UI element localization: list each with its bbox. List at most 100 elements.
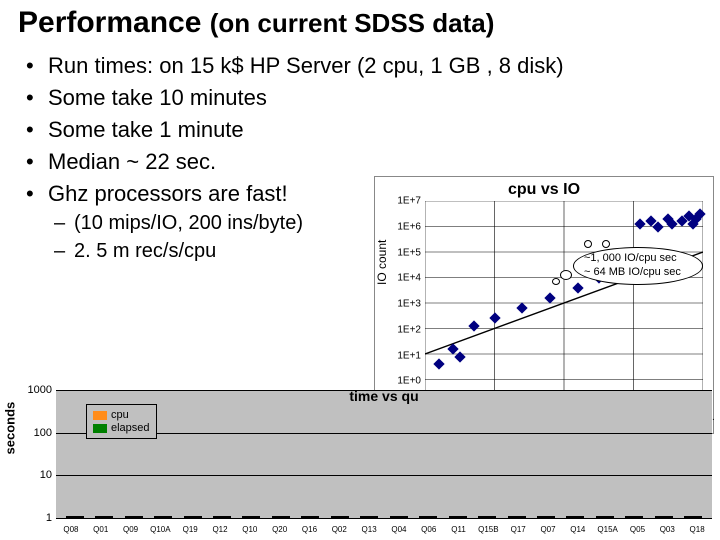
- bar-cpu: [360, 516, 369, 518]
- bar-cpu: [242, 516, 251, 518]
- scatter-y-tick: 1E+4: [377, 273, 421, 284]
- bar-group: [237, 516, 266, 518]
- bar-y-axis-title: seconds: [3, 402, 18, 455]
- bar-x-tick: Q11: [451, 525, 466, 534]
- bar-x-tick: Q05: [630, 525, 645, 534]
- bar-elapsed: [575, 516, 584, 518]
- bar-group: [502, 516, 531, 518]
- bar-elapsed: [399, 516, 408, 518]
- bar-cpu: [478, 516, 487, 518]
- bar-x-tick: Q10: [242, 525, 257, 534]
- bar-x-tick: Q12: [212, 525, 227, 534]
- bar-group: [207, 516, 236, 518]
- bar-x-tick: Q18: [690, 525, 705, 534]
- bar-group: [649, 516, 678, 518]
- bar-x-tick: Q15B: [478, 525, 498, 534]
- bar-y-tick: 100: [22, 427, 52, 439]
- bullet-item: Some take 10 minutes: [26, 82, 720, 114]
- bar-cpu: [390, 516, 399, 518]
- scatter-plot-area: [425, 201, 703, 405]
- bar-cpu: [66, 516, 75, 518]
- legend-item: cpu: [93, 409, 150, 421]
- bar-cpu: [213, 516, 222, 518]
- bar-group: [60, 516, 89, 518]
- bar-cpu: [331, 516, 340, 518]
- bar-x-tick: Q02: [332, 525, 347, 534]
- bar-chart-title: time vs qu: [349, 388, 418, 404]
- scatter-annotation: ~1, 000 IO/cpu sec ~ 64 MB IO/cpu sec: [573, 247, 703, 285]
- scatter-point-circle: [584, 240, 592, 248]
- bar-x-tick: Q10A: [150, 525, 170, 534]
- bar-cpu: [596, 516, 605, 518]
- bar-group: [266, 516, 295, 518]
- bar-x-tick: Q14: [570, 525, 585, 534]
- bar-group: [89, 516, 118, 518]
- bar-x-tick: Q19: [183, 525, 198, 534]
- bar-x-tick: Q09: [123, 525, 138, 534]
- scatter-y-tick: 1E+6: [377, 221, 421, 232]
- bar-elapsed: [193, 516, 202, 518]
- bar-group: [561, 516, 590, 518]
- bar-cpu: [625, 516, 634, 518]
- scatter-y-tick: 1E+5: [377, 247, 421, 258]
- bar-chart: seconds time vs qu cpuelapsed 1000 100 10 1…: [4, 386, 716, 536]
- bar-cpu: [272, 516, 281, 518]
- bullet-item: Median ~ 22 sec.: [26, 146, 720, 178]
- bar-x-tick: Q13: [362, 525, 377, 534]
- scatter-y-tick: 1E+7: [377, 196, 421, 207]
- bar-group: [178, 516, 207, 518]
- bar-elapsed: [310, 516, 319, 518]
- scatter-y-tick: 1E+2: [377, 324, 421, 335]
- bar-y-tick: 1000: [22, 384, 52, 396]
- bar-cpu: [655, 516, 664, 518]
- bar-cpu: [95, 516, 104, 518]
- bar-group: [119, 516, 148, 518]
- bar-group: [148, 516, 177, 518]
- bar-group: [531, 516, 560, 518]
- bar-elapsed: [281, 516, 290, 518]
- bar-elapsed: [487, 516, 496, 518]
- bar-group: [472, 516, 501, 518]
- scatter-y-tick: 1E+1: [377, 350, 421, 361]
- slide-title: Performance (on current SDSS data): [0, 0, 720, 40]
- bar-elapsed: [634, 516, 643, 518]
- bar-x-tick: Q15A: [597, 525, 617, 534]
- bar-elapsed: [104, 516, 113, 518]
- bar-x-tick: Q20: [272, 525, 287, 534]
- bar-elapsed: [163, 516, 172, 518]
- bar-x-tick: Q03: [660, 525, 675, 534]
- bar-y-tick: 1: [22, 512, 52, 524]
- bar-cpu: [684, 516, 693, 518]
- scatter-title: cpu vs IO: [375, 177, 713, 199]
- bar-x-tick: Q07: [540, 525, 555, 534]
- bar-y-tick: 10: [22, 469, 52, 481]
- bar-elapsed: [369, 516, 378, 518]
- bar-group: [413, 516, 442, 518]
- bar-cpu: [184, 516, 193, 518]
- bar-group: [325, 516, 354, 518]
- title-main: Performance: [18, 6, 201, 39]
- legend-swatch: [93, 424, 107, 433]
- bar-x-tick: Q16: [302, 525, 317, 534]
- annotation-line: ~ 64 MB IO/cpu sec: [584, 266, 692, 280]
- bar-elapsed: [664, 516, 673, 518]
- bar-elapsed: [605, 516, 614, 518]
- bar-elapsed: [458, 516, 467, 518]
- bar-x-tick: Q17: [511, 525, 526, 534]
- annotation-line: ~1, 000 IO/cpu sec: [584, 252, 692, 266]
- bar-legend: cpuelapsed: [86, 404, 157, 439]
- bar-cpu: [508, 516, 517, 518]
- scatter-y-tick: 1E+3: [377, 299, 421, 310]
- bar-cpu: [537, 516, 546, 518]
- bar-cpu: [449, 516, 458, 518]
- bar-elapsed: [340, 516, 349, 518]
- bar-group: [384, 516, 413, 518]
- title-sub: (on current SDSS data): [210, 8, 495, 38]
- bar-group: [590, 516, 619, 518]
- legend-item: elapsed: [93, 422, 150, 434]
- bullet-item: Some take 1 minute: [26, 114, 720, 146]
- bar-elapsed: [222, 516, 231, 518]
- legend-label: elapsed: [111, 422, 150, 434]
- bar-x-tick: Q01: [93, 525, 108, 534]
- bar-cpu: [566, 516, 575, 518]
